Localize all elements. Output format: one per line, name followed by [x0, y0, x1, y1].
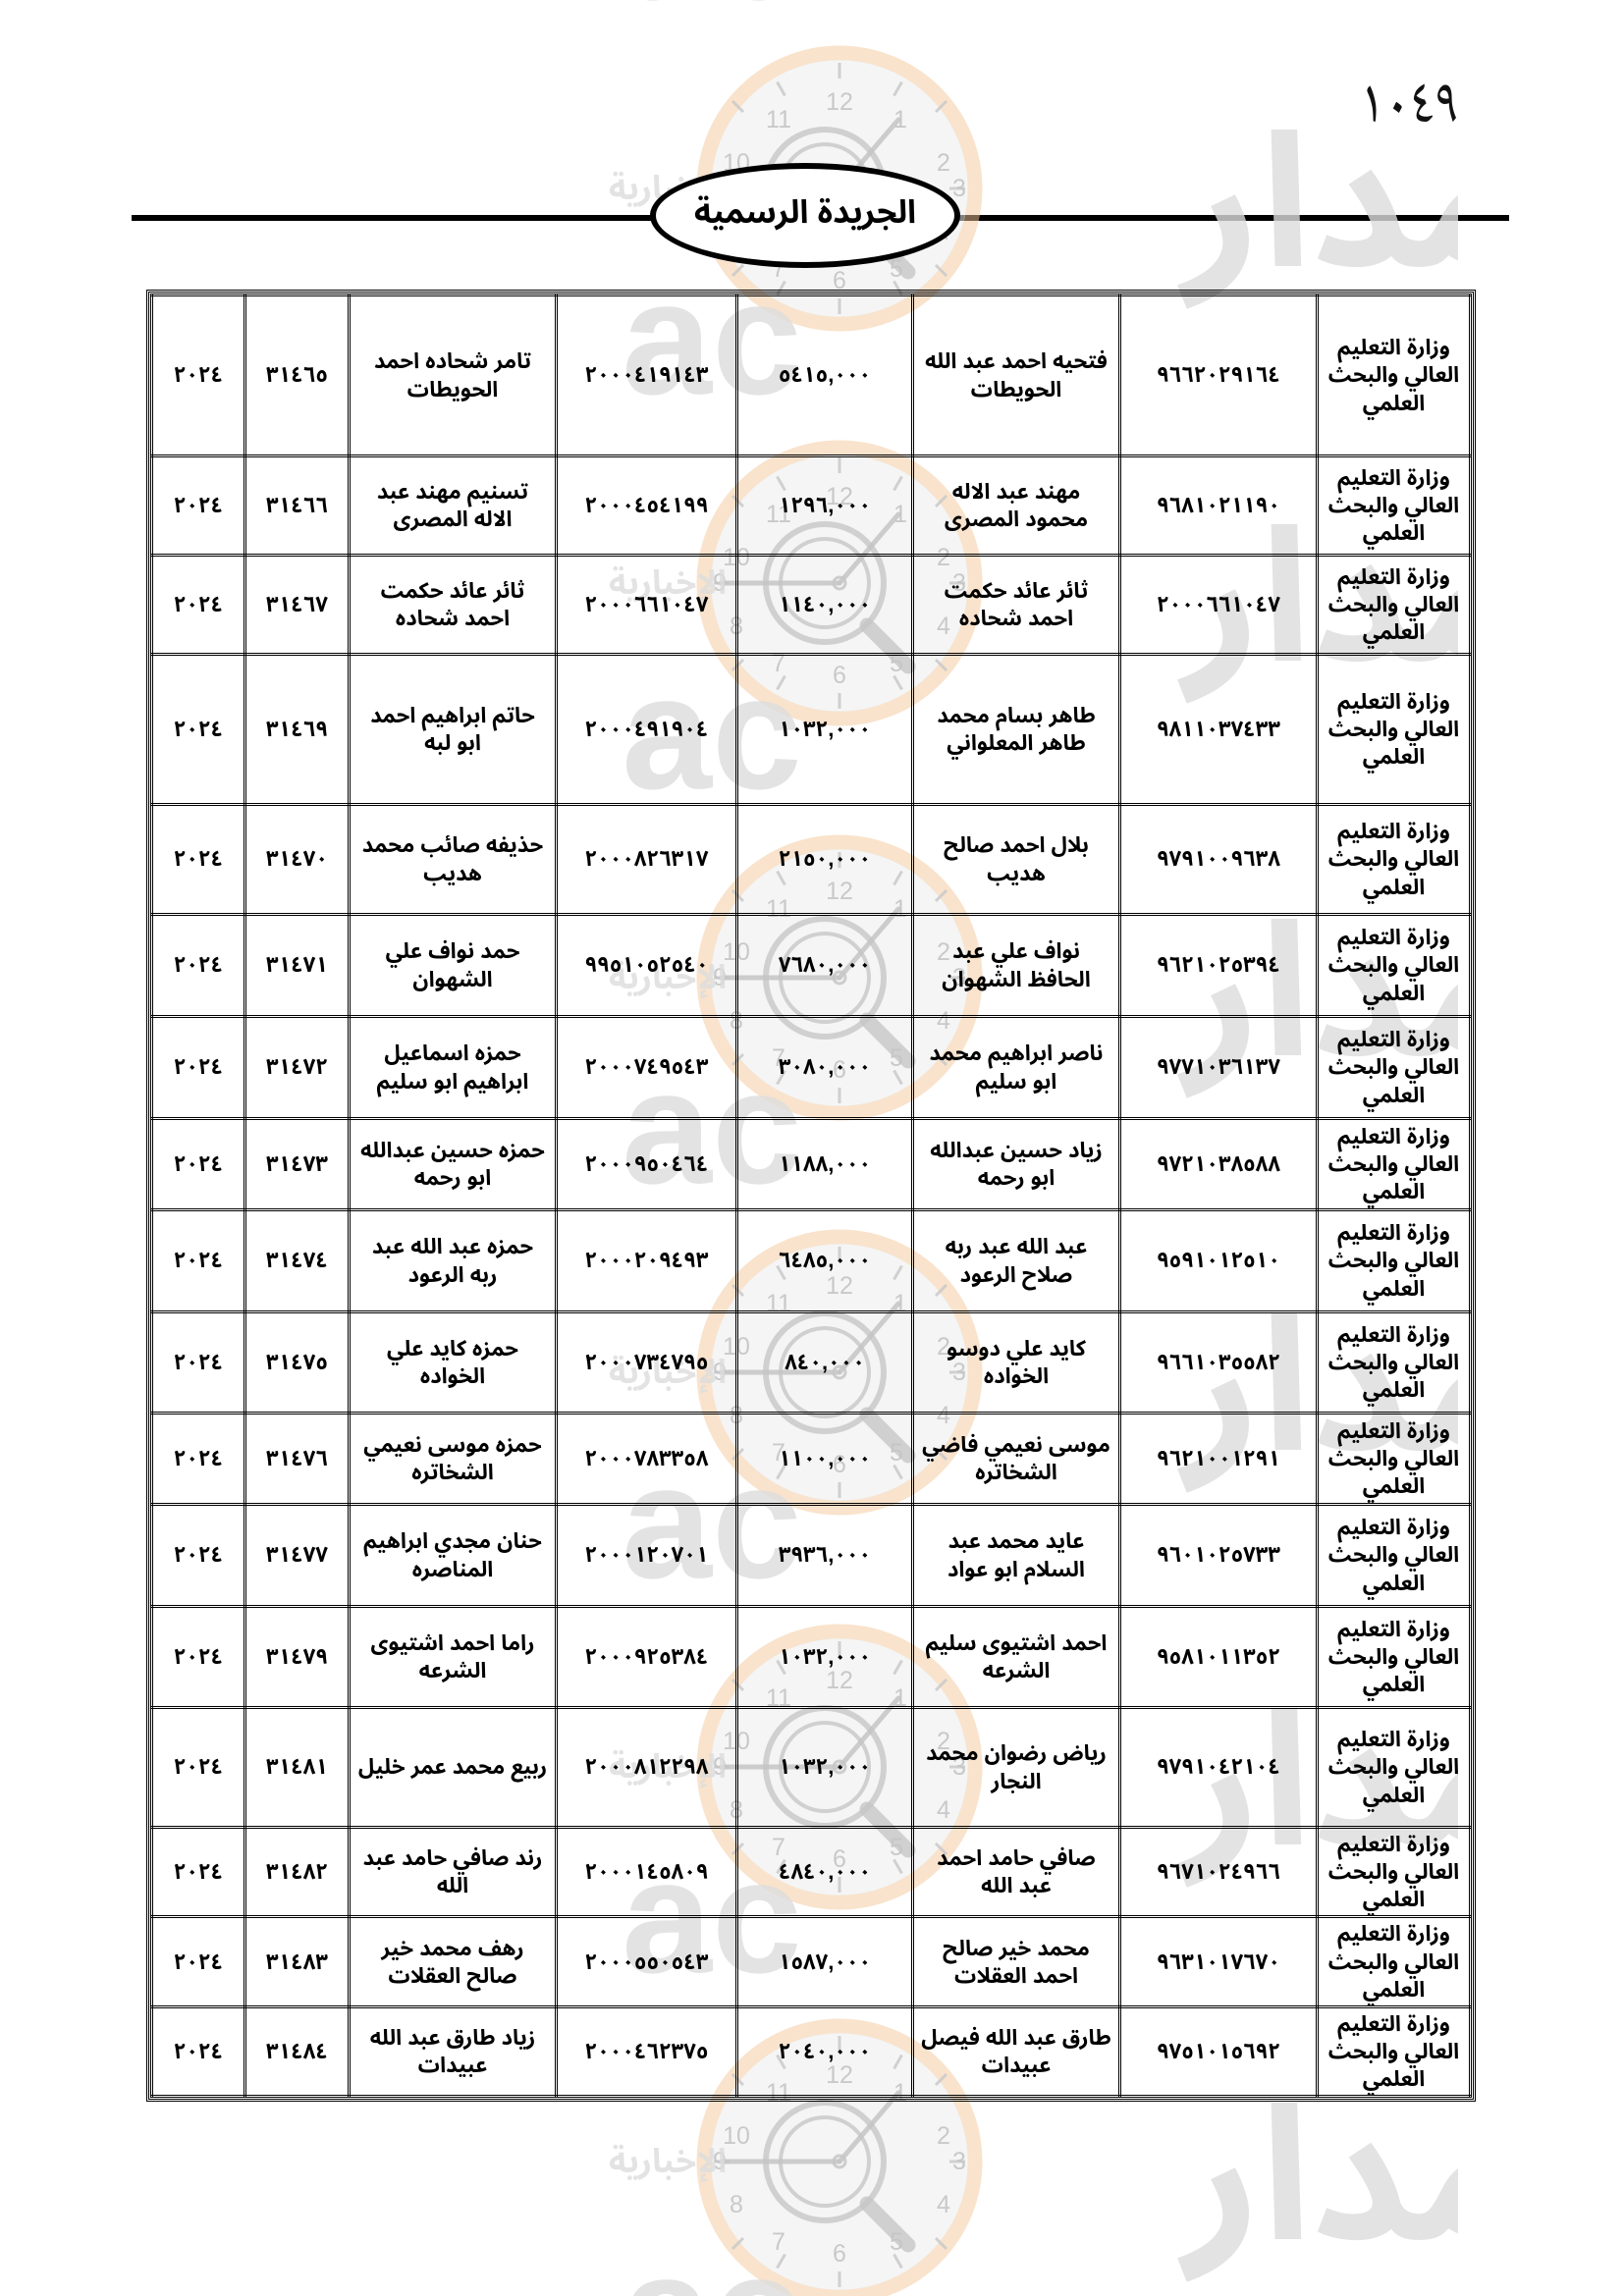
svg-text:ac: ac — [622, 2220, 802, 2296]
svg-text:11: 11 — [766, 106, 791, 133]
svg-text:3: 3 — [952, 2148, 966, 2175]
svg-text:مدار: مدار — [1177, 2071, 1458, 2282]
svg-text:9: 9 — [713, 2148, 727, 2175]
svg-text:7: 7 — [772, 2228, 785, 2256]
svg-text:12: 12 — [826, 88, 853, 116]
svg-text:6: 6 — [833, 2240, 846, 2268]
svg-text:ac: ac — [622, 0, 802, 11]
svg-text:8: 8 — [730, 2191, 743, 2218]
svg-text:5: 5 — [890, 2228, 903, 2256]
svg-text:1: 1 — [893, 106, 907, 133]
svg-text:الإخبارية: الإخبارية — [609, 2143, 727, 2183]
svg-text:2: 2 — [937, 149, 950, 177]
svg-text:3: 3 — [952, 175, 966, 202]
svg-text:2: 2 — [937, 2122, 950, 2150]
svg-text:10: 10 — [723, 2122, 750, 2150]
svg-text:4: 4 — [937, 2191, 950, 2218]
svg-text:6: 6 — [833, 267, 846, 294]
svg-text:5: 5 — [890, 255, 903, 283]
